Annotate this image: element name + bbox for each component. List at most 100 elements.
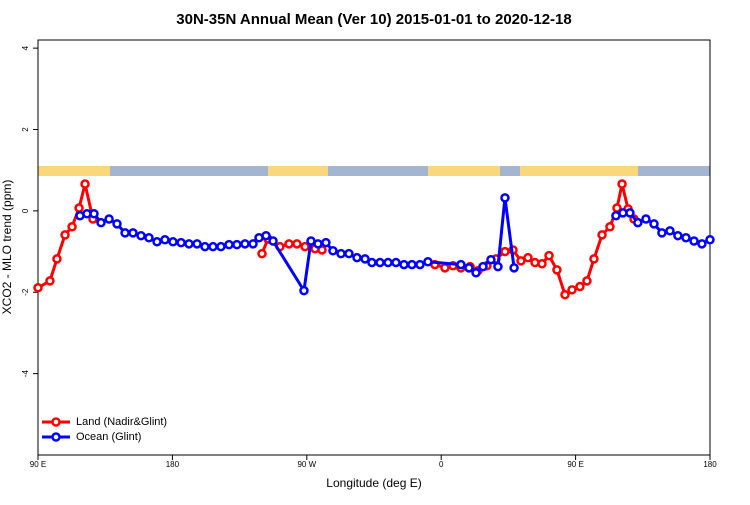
point [500,246,510,257]
point [625,208,635,218]
series-line [37,182,636,297]
point [67,222,77,232]
point [136,230,146,241]
point [184,239,194,249]
legend-marker [51,432,61,442]
point [128,228,138,238]
point [216,241,226,252]
point [367,257,377,268]
y-tick-label: -4 [21,370,30,378]
point [74,203,84,213]
point [509,263,519,273]
point [523,252,533,263]
point [160,235,170,245]
point [313,239,323,249]
point [423,256,433,267]
y-tick-label: 4 [21,45,30,50]
point [575,281,585,292]
y-tick-label: 2 [21,127,30,132]
point [317,245,327,255]
point [112,219,122,229]
point [33,283,43,293]
x-axis-label: Longitude (deg E) [326,476,421,490]
point [52,254,62,264]
point [705,235,715,245]
point [681,232,691,243]
point [176,237,186,248]
point [560,289,570,300]
point [493,261,503,272]
point [665,226,675,236]
y-tick-label: -2 [21,288,30,296]
y-tick-label: 0 [21,208,30,213]
legend-marker [51,417,61,427]
point [240,239,250,249]
legend-label: Ocean (Glint) [76,431,141,443]
point [360,254,370,264]
point [328,246,338,256]
point [60,230,70,240]
x-tick-label: 0 [439,460,444,469]
point [456,259,466,270]
point [597,230,607,240]
point [232,239,242,250]
point [268,236,278,246]
point [544,250,554,261]
point [383,257,393,268]
point [261,230,271,241]
point [104,214,114,224]
point [617,179,627,189]
point [673,230,683,241]
point [641,214,651,224]
point [486,254,496,265]
x-tick-label: 90 E [30,460,46,469]
point [440,263,450,273]
point [300,241,310,252]
point [152,237,162,247]
point [399,259,409,270]
x-tick-label: 180 [703,460,717,469]
point [391,257,401,268]
point [192,239,202,249]
point [464,263,474,273]
point [292,239,302,249]
point [352,252,362,263]
land-ocean-strip [38,166,710,176]
point [344,248,354,259]
point [589,254,599,264]
point [248,239,258,249]
point [537,259,547,269]
point [605,222,615,232]
y-axis-label: XCO2 - MLO trend (ppm) [0,180,14,315]
point [375,257,385,268]
point [633,217,643,228]
point [552,265,562,275]
legend: Land (Nadir&Glint) Ocean (Glint) [42,416,167,443]
point [120,228,130,238]
point [516,256,526,266]
point [321,237,331,248]
point [200,241,210,252]
point [224,239,234,250]
point [257,248,267,259]
point [471,267,481,278]
point [689,236,699,246]
point [657,228,667,238]
point [96,217,106,228]
point [168,237,178,247]
point [415,259,425,270]
chart-title: 30N-35N Annual Mean (Ver 10) 2015-01-01 … [176,11,571,28]
plot-frame [37,39,711,456]
point [478,261,488,272]
point [45,276,55,286]
x-tick-label: 180 [166,460,180,469]
x-tick-label: 90 W [297,460,316,469]
point [208,241,218,252]
point [284,239,294,249]
point [299,285,309,296]
point [500,193,510,203]
point [80,179,90,189]
point [89,208,99,219]
point [567,285,577,295]
